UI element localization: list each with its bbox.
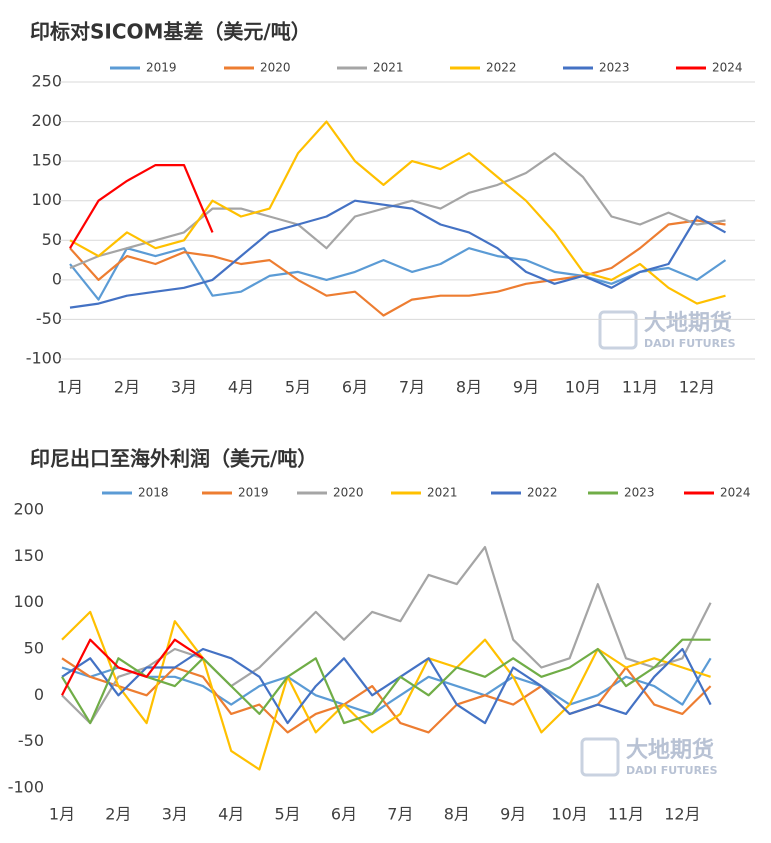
x-tick-label: 9月 bbox=[500, 805, 526, 824]
legend-label: 2021 bbox=[373, 61, 404, 75]
y-tick-label: 200 bbox=[13, 500, 44, 519]
x-tick-label: 5月 bbox=[285, 378, 311, 397]
legend-label: 2022 bbox=[527, 486, 558, 500]
series-line bbox=[61, 610, 711, 771]
chart-title: 印尼出口至海外利润（美元/吨） bbox=[30, 447, 317, 471]
x-tick-label: 1月 bbox=[57, 378, 83, 397]
legend-label: 2023 bbox=[599, 61, 630, 75]
x-tick-label: 4月 bbox=[218, 805, 244, 824]
y-tick-label: 0 bbox=[52, 269, 62, 288]
x-tick-label: 3月 bbox=[171, 378, 197, 397]
legend-label: 2024 bbox=[720, 486, 751, 500]
y-tick-label: -50 bbox=[36, 309, 62, 328]
watermark-sub: DADI FUTURES bbox=[644, 337, 736, 350]
legend-label: 2024 bbox=[712, 61, 743, 75]
y-tick-label: 100 bbox=[13, 592, 44, 611]
y-tick-label: 50 bbox=[24, 639, 44, 658]
x-tick-label: 9月 bbox=[513, 378, 539, 397]
legend-label: 2022 bbox=[486, 61, 517, 75]
x-tick-label: 2月 bbox=[114, 378, 140, 397]
watermark-sub: DADI FUTURES bbox=[626, 764, 718, 777]
y-tick-label: 150 bbox=[13, 546, 44, 565]
legend-label: 2023 bbox=[624, 486, 655, 500]
legend-label: 2021 bbox=[427, 486, 458, 500]
x-tick-label: 6月 bbox=[342, 378, 368, 397]
y-tick-label: 150 bbox=[31, 151, 62, 170]
series-line bbox=[61, 546, 712, 725]
y-tick-label: 200 bbox=[31, 111, 62, 130]
y-tick-label: 50 bbox=[42, 230, 62, 249]
series-line bbox=[69, 164, 214, 249]
legend-label: 2020 bbox=[333, 486, 364, 500]
series-line bbox=[61, 638, 711, 725]
legend-label: 2019 bbox=[238, 486, 269, 500]
x-tick-label: 2月 bbox=[105, 805, 131, 824]
y-tick-label: 0 bbox=[34, 685, 44, 704]
y-tick-label: -100 bbox=[26, 349, 62, 368]
x-tick-label: 12月 bbox=[679, 378, 715, 397]
x-tick-label: 1月 bbox=[49, 805, 75, 824]
legend-label: 2018 bbox=[138, 486, 169, 500]
x-tick-label: 10月 bbox=[565, 378, 601, 397]
watermark: 大地期货 bbox=[644, 310, 732, 336]
series-line bbox=[61, 638, 204, 696]
x-tick-label: 10月 bbox=[551, 805, 587, 824]
y-tick-label: -50 bbox=[18, 731, 44, 750]
x-tick-label: 8月 bbox=[444, 805, 470, 824]
x-tick-label: 8月 bbox=[456, 378, 482, 397]
x-tick-label: 4月 bbox=[228, 378, 254, 397]
x-tick-label: 11月 bbox=[608, 805, 644, 824]
x-tick-label: 3月 bbox=[162, 805, 188, 824]
x-tick-label: 11月 bbox=[622, 378, 658, 397]
chart-title: 印标对SICOM基差（美元/吨） bbox=[30, 20, 311, 44]
y-tick-label: -100 bbox=[8, 778, 44, 797]
x-tick-label: 6月 bbox=[331, 805, 357, 824]
series-line bbox=[61, 657, 712, 734]
x-tick-label: 7月 bbox=[399, 378, 425, 397]
watermark-logo bbox=[580, 737, 620, 777]
series-line bbox=[61, 647, 712, 725]
series-line bbox=[69, 219, 726, 317]
y-tick-label: 250 bbox=[31, 72, 62, 91]
watermark: 大地期货 bbox=[626, 737, 714, 763]
x-tick-label: 5月 bbox=[275, 805, 301, 824]
watermark-logo bbox=[598, 310, 638, 350]
x-tick-label: 7月 bbox=[387, 805, 413, 824]
y-tick-label: 100 bbox=[31, 190, 62, 209]
series-line bbox=[69, 120, 726, 305]
legend-label: 2020 bbox=[260, 61, 291, 75]
legend-label: 2019 bbox=[146, 61, 177, 75]
series-line bbox=[69, 247, 727, 301]
series-line bbox=[69, 152, 726, 270]
x-tick-label: 12月 bbox=[664, 805, 700, 824]
series-line bbox=[69, 199, 727, 309]
